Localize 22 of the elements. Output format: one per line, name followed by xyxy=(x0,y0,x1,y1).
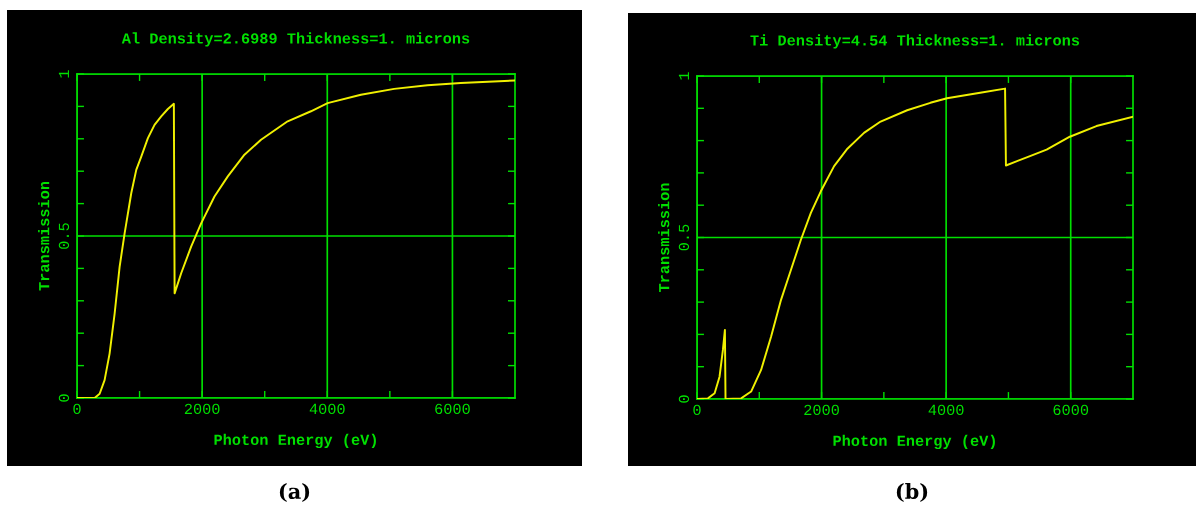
chart-title: Ti Density=4.54 Thickness=1. microns xyxy=(750,34,1080,49)
x-tick-label: 2000 xyxy=(184,403,220,415)
x-tick-label: 0 xyxy=(73,403,81,415)
x-tick-label: 0 xyxy=(693,404,701,416)
x-tick-label: 2000 xyxy=(804,404,839,416)
x-tick-label: 6000 xyxy=(1053,404,1089,416)
x-tick-label: 6000 xyxy=(435,403,470,415)
x-axis-title: Photon Energy (eV) xyxy=(833,434,995,450)
y-tick-label: 0.5 xyxy=(58,223,70,249)
y-tick-label: 0.5 xyxy=(678,224,690,251)
y-tick-label: 1 xyxy=(58,70,69,78)
text: (b) xyxy=(896,482,928,502)
y-axis-title: Transmission xyxy=(658,183,670,293)
y-tick-label: 0 xyxy=(678,395,690,403)
y-tick-label: 0 xyxy=(58,394,70,402)
x-tick-label: 4000 xyxy=(928,404,964,416)
x-axis-title: Photon Energy (eV) xyxy=(214,433,376,449)
text: (a) xyxy=(279,482,310,502)
y-axis-title: Transmission xyxy=(38,181,50,291)
x-tick-label: 4000 xyxy=(309,403,345,415)
chart-title: Al Density=2.6989 Thickness=1. microns xyxy=(121,32,470,47)
y-tick-label: 1 xyxy=(678,72,689,80)
